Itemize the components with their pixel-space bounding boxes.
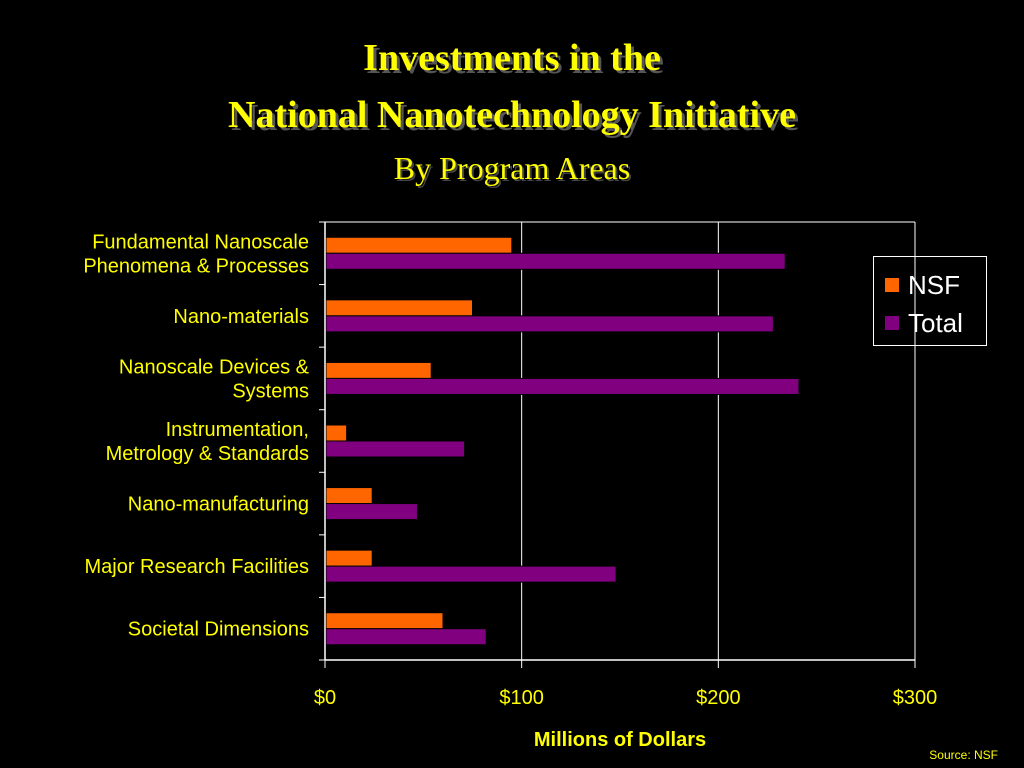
chart-title-line2: National Nanotechnology Initiative bbox=[228, 94, 796, 136]
legend-swatch-total bbox=[884, 315, 900, 331]
bar-total bbox=[325, 503, 418, 521]
chart-subtitle: By Program Areas bbox=[393, 150, 631, 186]
legend: NSF Total bbox=[873, 256, 987, 346]
bar-nsf bbox=[325, 299, 473, 317]
legend-swatch-nsf bbox=[884, 277, 900, 293]
category-label: Nanoscale Devices & bbox=[119, 356, 310, 378]
bar-total bbox=[325, 440, 466, 458]
x-tick-label: $200 bbox=[696, 687, 741, 709]
bar-nsf bbox=[325, 236, 513, 254]
category-label: Societal Dimensions bbox=[128, 619, 309, 641]
category-label: Instrumentation, bbox=[166, 419, 309, 441]
legend-label-nsf: NSF bbox=[908, 269, 960, 300]
x-tick-label: $300 bbox=[893, 687, 938, 709]
source-note: Source: NSF bbox=[929, 748, 998, 762]
category-label: Fundamental Nanoscale bbox=[92, 231, 309, 253]
category-label: Nano-materials bbox=[173, 306, 309, 328]
category-label: Metrology & Standards bbox=[106, 443, 309, 465]
x-tick-label: $100 bbox=[499, 687, 544, 709]
bar-total bbox=[325, 252, 786, 270]
category-label: Major Research Facilities bbox=[84, 556, 309, 578]
x-tick-label: $0 bbox=[314, 687, 336, 709]
bar-nsf bbox=[325, 612, 444, 630]
category-label: Nano-manufacturing bbox=[128, 494, 309, 516]
bar-nsf bbox=[325, 549, 373, 567]
category-label: Systems bbox=[232, 380, 309, 402]
bars bbox=[325, 236, 800, 646]
legend-item-nsf: NSF bbox=[884, 269, 960, 301]
category-label: Phenomena & Processes bbox=[83, 255, 309, 277]
bar-total bbox=[325, 315, 774, 333]
bar-total bbox=[325, 377, 800, 395]
chart-title-line1: Investments in the bbox=[363, 37, 661, 79]
gridlines bbox=[521, 222, 916, 660]
bar-nsf bbox=[325, 361, 432, 379]
bar-total bbox=[325, 565, 617, 583]
axes: $0 $100 $200 $300 bbox=[314, 221, 938, 709]
legend-item-total: Total bbox=[884, 307, 963, 339]
x-axis-title: Millions of Dollars bbox=[534, 729, 706, 751]
bar-nsf bbox=[325, 487, 373, 505]
legend-label-total: Total bbox=[908, 307, 963, 338]
bar-total bbox=[325, 628, 487, 646]
bar-nsf bbox=[325, 424, 348, 442]
